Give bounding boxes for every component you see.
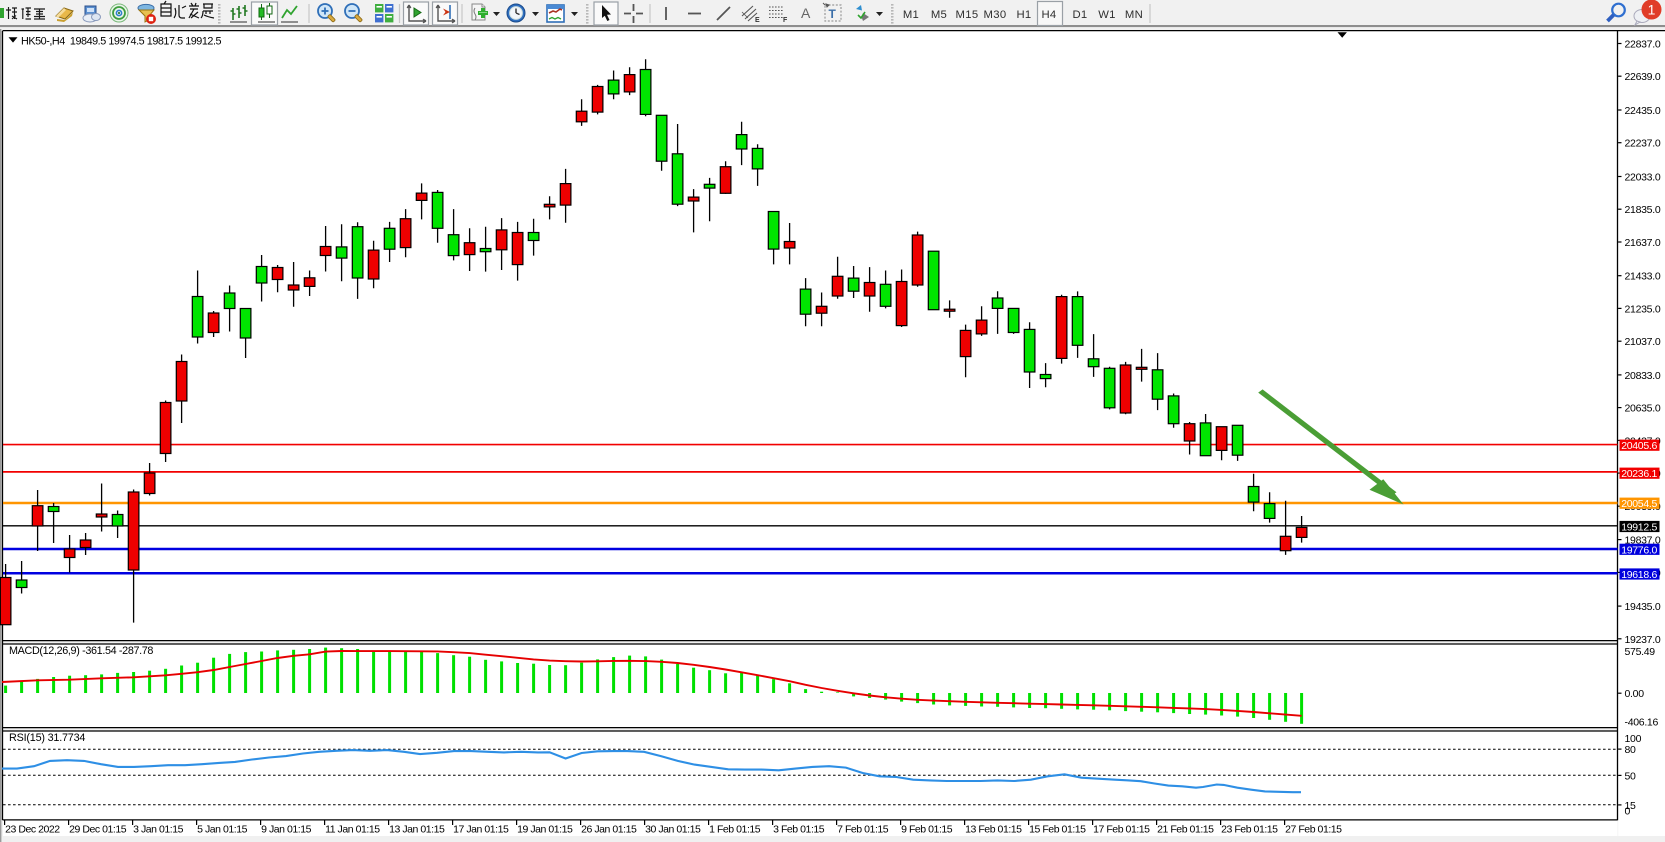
svg-text:20054.5: 20054.5 — [1621, 498, 1657, 510]
svg-text:19 Jan 01:15: 19 Jan 01:15 — [517, 824, 573, 836]
svg-text:T: T — [829, 7, 837, 21]
svg-text:575.49: 575.49 — [1625, 646, 1656, 658]
svg-text:21037.0: 21037.0 — [1625, 336, 1661, 348]
svg-text:21433.0: 21433.0 — [1625, 271, 1661, 283]
svg-text:23 Dec 2022: 23 Dec 2022 — [5, 824, 60, 836]
svg-text:H4: H4 — [1041, 9, 1056, 21]
svg-text:15 Feb 01:15: 15 Feb 01:15 — [1029, 824, 1086, 836]
svg-text:19237.0: 19237.0 — [1625, 634, 1661, 646]
svg-text:50: 50 — [1625, 770, 1637, 782]
svg-text:22237.0: 22237.0 — [1625, 138, 1661, 150]
svg-text:21637.0: 21637.0 — [1625, 237, 1661, 249]
svg-text:7 Feb 01:15: 7 Feb 01:15 — [837, 824, 889, 836]
svg-text:20405.6: 20405.6 — [1621, 440, 1657, 452]
svg-text:M5: M5 — [931, 9, 947, 21]
svg-text:27 Feb 01:15: 27 Feb 01:15 — [1285, 824, 1342, 836]
svg-text:A: A — [801, 5, 811, 21]
svg-text:22639.0: 22639.0 — [1625, 71, 1661, 83]
svg-text:22033.0: 22033.0 — [1625, 172, 1661, 184]
svg-text:19435.0: 19435.0 — [1625, 601, 1661, 613]
svg-text:30 Jan 01:15: 30 Jan 01:15 — [645, 824, 701, 836]
svg-text:M15: M15 — [956, 9, 979, 21]
svg-text:22837.0: 22837.0 — [1625, 39, 1661, 51]
svg-text:0.00: 0.00 — [1625, 688, 1645, 700]
svg-text:3 Jan 01:15: 3 Jan 01:15 — [133, 824, 184, 836]
svg-text:20635.0: 20635.0 — [1625, 403, 1661, 415]
svg-text:RSI(15) 31.7734: RSI(15) 31.7734 — [9, 732, 85, 744]
svg-text:F: F — [783, 17, 788, 24]
svg-text:1 Feb 01:15: 1 Feb 01:15 — [709, 824, 761, 836]
svg-text:D1: D1 — [1072, 9, 1087, 21]
svg-text:M30: M30 — [984, 9, 1007, 21]
svg-text:9 Feb 01:15: 9 Feb 01:15 — [901, 824, 953, 836]
svg-text:5 Jan 01:15: 5 Jan 01:15 — [197, 824, 248, 836]
svg-text:11 Jan 01:15: 11 Jan 01:15 — [325, 824, 380, 836]
svg-text:20833.0: 20833.0 — [1625, 370, 1661, 382]
svg-text:13 Jan 01:15: 13 Jan 01:15 — [389, 824, 445, 836]
svg-text:1: 1 — [1648, 2, 1656, 18]
svg-text:0: 0 — [1625, 806, 1631, 818]
svg-text:22435.0: 22435.0 — [1625, 105, 1661, 117]
svg-text:HK50-,H4 19849.5 19974.5 1981: HK50-,H4 19849.5 19974.5 19817.5 19912.5 — [21, 36, 222, 48]
svg-text:15: 15 — [1625, 800, 1637, 812]
svg-text:26 Jan 01:15: 26 Jan 01:15 — [581, 824, 637, 836]
svg-text:E: E — [755, 17, 760, 24]
svg-text:80: 80 — [1625, 744, 1637, 756]
svg-text:3 Feb 01:15: 3 Feb 01:15 — [773, 824, 825, 836]
svg-text:H1: H1 — [1016, 9, 1031, 21]
svg-text:100: 100 — [1625, 733, 1642, 745]
svg-text:17 Feb 01:15: 17 Feb 01:15 — [1093, 824, 1150, 836]
svg-text:19912.5: 19912.5 — [1621, 522, 1657, 534]
svg-text:W1: W1 — [1098, 9, 1116, 21]
svg-text:9 Jan 01:15: 9 Jan 01:15 — [261, 824, 312, 836]
svg-text:21 Feb 01:15: 21 Feb 01:15 — [1157, 824, 1214, 836]
svg-text:19837.0: 19837.0 — [1625, 535, 1661, 547]
svg-text:19618.6: 19618.6 — [1621, 569, 1657, 581]
svg-text:21235.0: 21235.0 — [1625, 303, 1661, 315]
svg-text:-406.16: -406.16 — [1625, 717, 1659, 729]
svg-text:23 Feb 01:15: 23 Feb 01:15 — [1221, 824, 1278, 836]
svg-text:21835.0: 21835.0 — [1625, 204, 1661, 216]
svg-text:13 Feb 01:15: 13 Feb 01:15 — [965, 824, 1022, 836]
svg-text:19776.0: 19776.0 — [1621, 544, 1657, 556]
svg-text:MACD(12,26,9) -361.54 -287.78: MACD(12,26,9) -361.54 -287.78 — [9, 645, 153, 657]
svg-text:17 Jan 01:15: 17 Jan 01:15 — [453, 824, 509, 836]
svg-text:20236.1: 20236.1 — [1621, 468, 1657, 480]
svg-text:MN: MN — [1125, 9, 1143, 21]
svg-text:M1: M1 — [903, 9, 919, 21]
svg-text:29 Dec 01:15: 29 Dec 01:15 — [69, 824, 127, 836]
